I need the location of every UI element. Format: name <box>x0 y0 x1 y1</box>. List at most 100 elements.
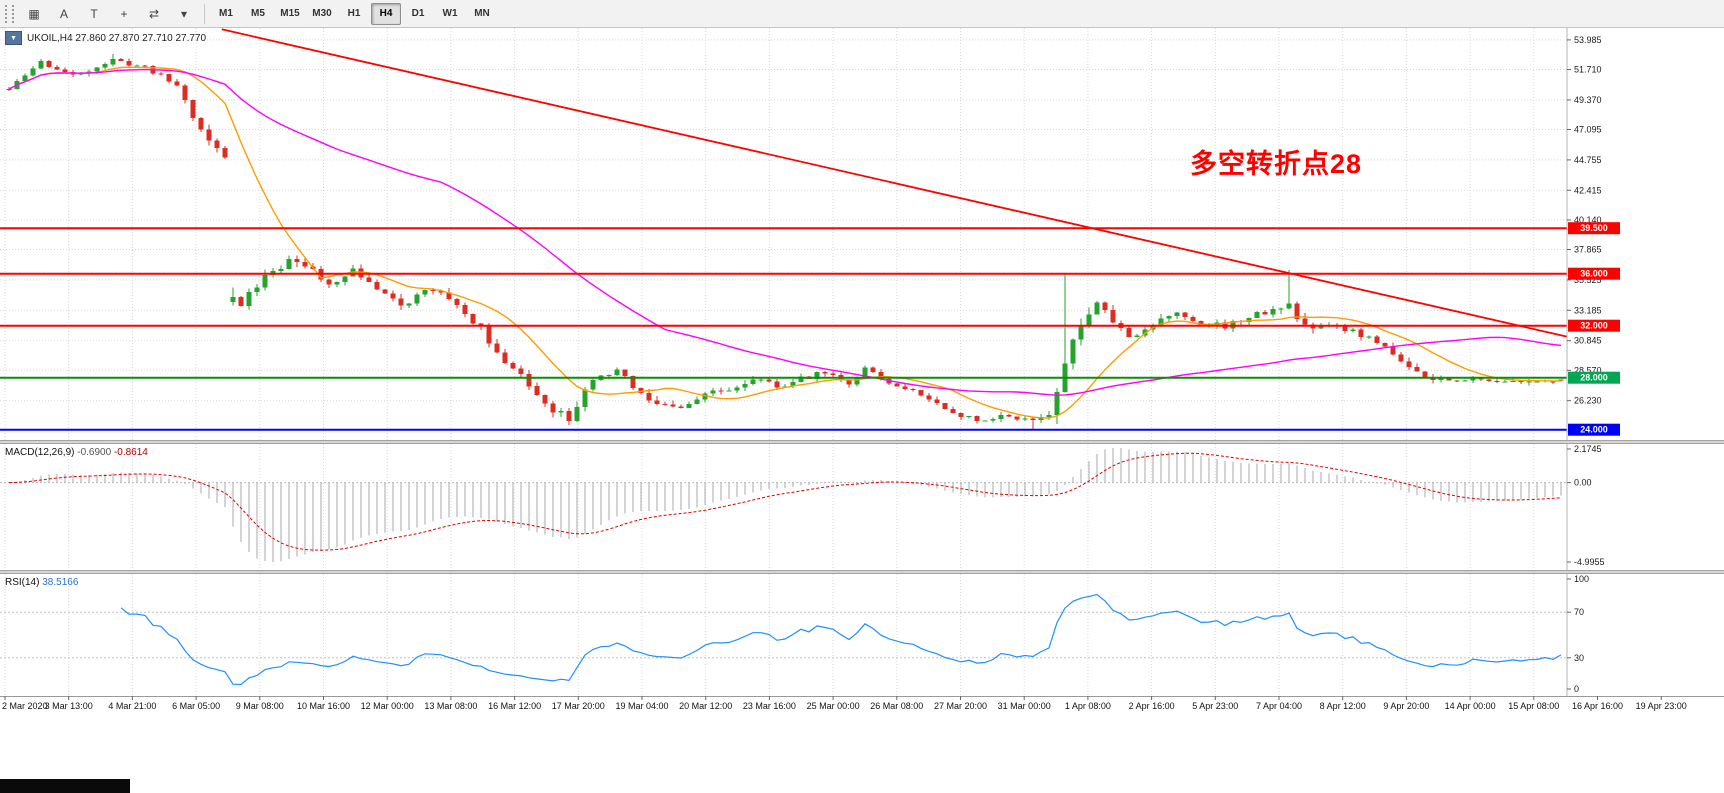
svg-text:51.710: 51.710 <box>1574 65 1602 75</box>
svg-text:14 Apr 00:00: 14 Apr 00:00 <box>1445 701 1496 711</box>
rsi-line <box>120 593 1562 686</box>
toolbar: ▦ A T + ⇄ ▾ M1 M5 M15 M30 H1 H4 D1 W1 MN <box>0 0 1724 28</box>
svg-text:39.500: 39.500 <box>1580 223 1608 233</box>
macd-histogram <box>8 448 1562 562</box>
svg-text:33.185: 33.185 <box>1574 305 1602 315</box>
svg-text:2.1745: 2.1745 <box>1574 444 1602 454</box>
svg-text:53.985: 53.985 <box>1574 35 1602 45</box>
svg-text:19 Mar 04:00: 19 Mar 04:00 <box>615 701 668 711</box>
svg-text:12 Mar 00:00: 12 Mar 00:00 <box>361 701 414 711</box>
svg-text:19 Apr 23:00: 19 Apr 23:00 <box>1636 701 1687 711</box>
panel-splitter-1[interactable] <box>0 440 1724 444</box>
svg-text:17 Mar 20:00: 17 Mar 20:00 <box>552 701 605 711</box>
svg-text:25 Mar 00:00: 25 Mar 00:00 <box>807 701 860 711</box>
timeframe-h4-button[interactable]: H4 <box>371 2 401 25</box>
trendline[interactable] <box>221 28 1568 338</box>
rsi-scale[interactable]: 100 70 30 0 <box>1566 574 1589 696</box>
svg-text:32.000: 32.000 <box>1580 321 1608 331</box>
timeframe-buttons: M1 M5 M15 M30 H1 H4 D1 W1 MN <box>211 2 497 25</box>
rsi-chart[interactable]: 100 70 30 0 <box>0 574 1724 696</box>
svg-text:9 Mar 08:00: 9 Mar 08:00 <box>236 701 284 711</box>
svg-text:23 Mar 16:00: 23 Mar 16:00 <box>743 701 796 711</box>
rsi-name: RSI(14) <box>5 577 40 588</box>
candles <box>6 54 1564 431</box>
svg-text:40.140: 40.140 <box>1574 215 1602 225</box>
symbol-ohlc-text: UKOIL,H4 27.860 27.870 27.710 27.770 <box>27 32 207 44</box>
macd-signal-line <box>8 452 1562 551</box>
ma-fast-line[interactable] <box>8 66 1561 419</box>
svg-text:36.000: 36.000 <box>1580 269 1608 279</box>
crosshair-tool[interactable]: + <box>120 6 128 21</box>
timeframe-m30-button[interactable]: M30 <box>312 8 332 19</box>
chart-grid-icon[interactable]: ▦ <box>28 6 40 21</box>
price-badge-32.000 <box>1568 319 1620 332</box>
svg-text:2 Apr 16:00: 2 Apr 16:00 <box>1129 701 1175 711</box>
bottom-area <box>0 714 1724 793</box>
timeframe-m1-button[interactable]: M1 <box>219 8 233 19</box>
toolbar-grip[interactable] <box>5 4 14 23</box>
toolbar-separator <box>204 3 205 24</box>
svg-text:24.000: 24.000 <box>1580 425 1608 435</box>
svg-text:8 Apr 12:00: 8 Apr 12:00 <box>1320 701 1366 711</box>
svg-text:2 Mar 2020: 2 Mar 2020 <box>2 701 48 711</box>
chart-annotation-text[interactable]: 多空转折点28 <box>1190 149 1363 179</box>
ma-slow-line[interactable] <box>8 68 1562 396</box>
svg-text:28.570: 28.570 <box>1574 365 1602 375</box>
svg-text:37.865: 37.865 <box>1574 245 1602 255</box>
svg-text:-4.9955: -4.9955 <box>1574 557 1605 567</box>
svg-text:1 Apr 08:00: 1 Apr 08:00 <box>1065 701 1111 711</box>
svg-text:44.755: 44.755 <box>1574 155 1602 165</box>
macd-chart[interactable]: 2.1745 0.00 -4.9955 <box>0 444 1724 570</box>
price-scale[interactable]: 53.985 51.710 49.370 47.095 44.755 42.415 40.1… <box>1566 28 1620 440</box>
svg-text:26.230: 26.230 <box>1574 396 1602 406</box>
svg-text:70: 70 <box>1574 607 1584 617</box>
svg-text:47.095: 47.095 <box>1574 125 1602 135</box>
macd-panel[interactable]: 2.1745 0.00 -4.9955 MACD(12,26,9) -0.6900 … <box>0 444 1724 570</box>
svg-text:10 Mar 16:00: 10 Mar 16:00 <box>297 701 350 711</box>
timeframe-mn-button[interactable]: MN <box>474 8 490 19</box>
text-tool[interactable]: T <box>90 6 98 21</box>
svg-text:42.415: 42.415 <box>1574 185 1602 195</box>
svg-text:13 Mar 08:00: 13 Mar 08:00 <box>424 701 477 711</box>
main-chart-panel[interactable]: 53.985 51.710 49.370 47.095 44.755 42.415 40.1… <box>0 28 1724 440</box>
symbol-readout: ▼ UKOIL,H4 27.860 27.870 27.710 27.770 <box>5 31 206 45</box>
annotate-a-tool[interactable]: A <box>59 6 68 21</box>
grid-rsi <box>0 574 1567 696</box>
price-chart[interactable]: 53.985 51.710 49.370 47.095 44.755 42.415 40.1… <box>0 28 1724 440</box>
chevron-down-icon: ▼ <box>10 34 17 42</box>
rsi-panel[interactable]: 100 70 30 0 RSI(14) 38.5166 <box>0 574 1724 696</box>
svg-text:49.370: 49.370 <box>1574 95 1602 105</box>
timeframe-w1-button[interactable]: W1 <box>442 8 458 19</box>
macd-scale[interactable]: 2.1745 0.00 -4.9955 <box>1566 444 1605 570</box>
svg-text:28.000: 28.000 <box>1580 373 1608 383</box>
rsi-label: RSI(14) 38.5166 <box>5 577 78 588</box>
svg-text:15 Apr 08:00: 15 Apr 08:00 <box>1508 701 1559 711</box>
taskbar-fragment[interactable] <box>0 779 130 793</box>
symbol-dropdown-chip[interactable]: ▼ <box>5 31 22 45</box>
svg-text:100: 100 <box>1574 574 1589 584</box>
time-axis[interactable]: 2 Mar 2020 3 Mar 13:00 4 Mar 21:00 6 Mar 05… <box>0 696 1724 714</box>
macd-label: MACD(12,26,9) -0.6900 -0.8614 <box>5 447 148 458</box>
svg-text:6 Mar 05:00: 6 Mar 05:00 <box>172 701 220 711</box>
svg-text:0: 0 <box>1574 684 1579 694</box>
svg-text:30.845: 30.845 <box>1574 336 1602 346</box>
svg-text:5 Apr 23:00: 5 Apr 23:00 <box>1192 701 1238 711</box>
svg-text:26 Mar 08:00: 26 Mar 08:00 <box>870 701 923 711</box>
svg-text:27 Mar 20:00: 27 Mar 20:00 <box>934 701 987 711</box>
svg-text:16 Apr 16:00: 16 Apr 16:00 <box>1572 701 1623 711</box>
symbol-cycle-tool[interactable]: ⇄ <box>148 6 160 21</box>
macd-name: MACD(12,26,9) <box>5 447 75 458</box>
timeframe-d1-button[interactable]: D1 <box>411 8 425 19</box>
grid-macd <box>0 444 1567 570</box>
macd-value-signal: -0.8614 <box>113 447 148 458</box>
tool-caret-icon[interactable]: ▾ <box>180 6 188 21</box>
svg-text:16 Mar 12:00: 16 Mar 12:00 <box>488 701 541 711</box>
price-badge-28.000 <box>1568 371 1620 384</box>
timeframe-h1-button[interactable]: H1 <box>347 8 361 19</box>
svg-text:30: 30 <box>1574 653 1584 663</box>
svg-text:20 Mar 12:00: 20 Mar 12:00 <box>679 701 732 711</box>
timeframe-m5-button[interactable]: M5 <box>251 8 265 19</box>
panel-splitter-2[interactable] <box>0 570 1724 574</box>
timeframe-m15-button[interactable]: M15 <box>280 8 300 19</box>
toolbar-icons: ▦ A T + ⇄ ▾ <box>20 3 198 25</box>
